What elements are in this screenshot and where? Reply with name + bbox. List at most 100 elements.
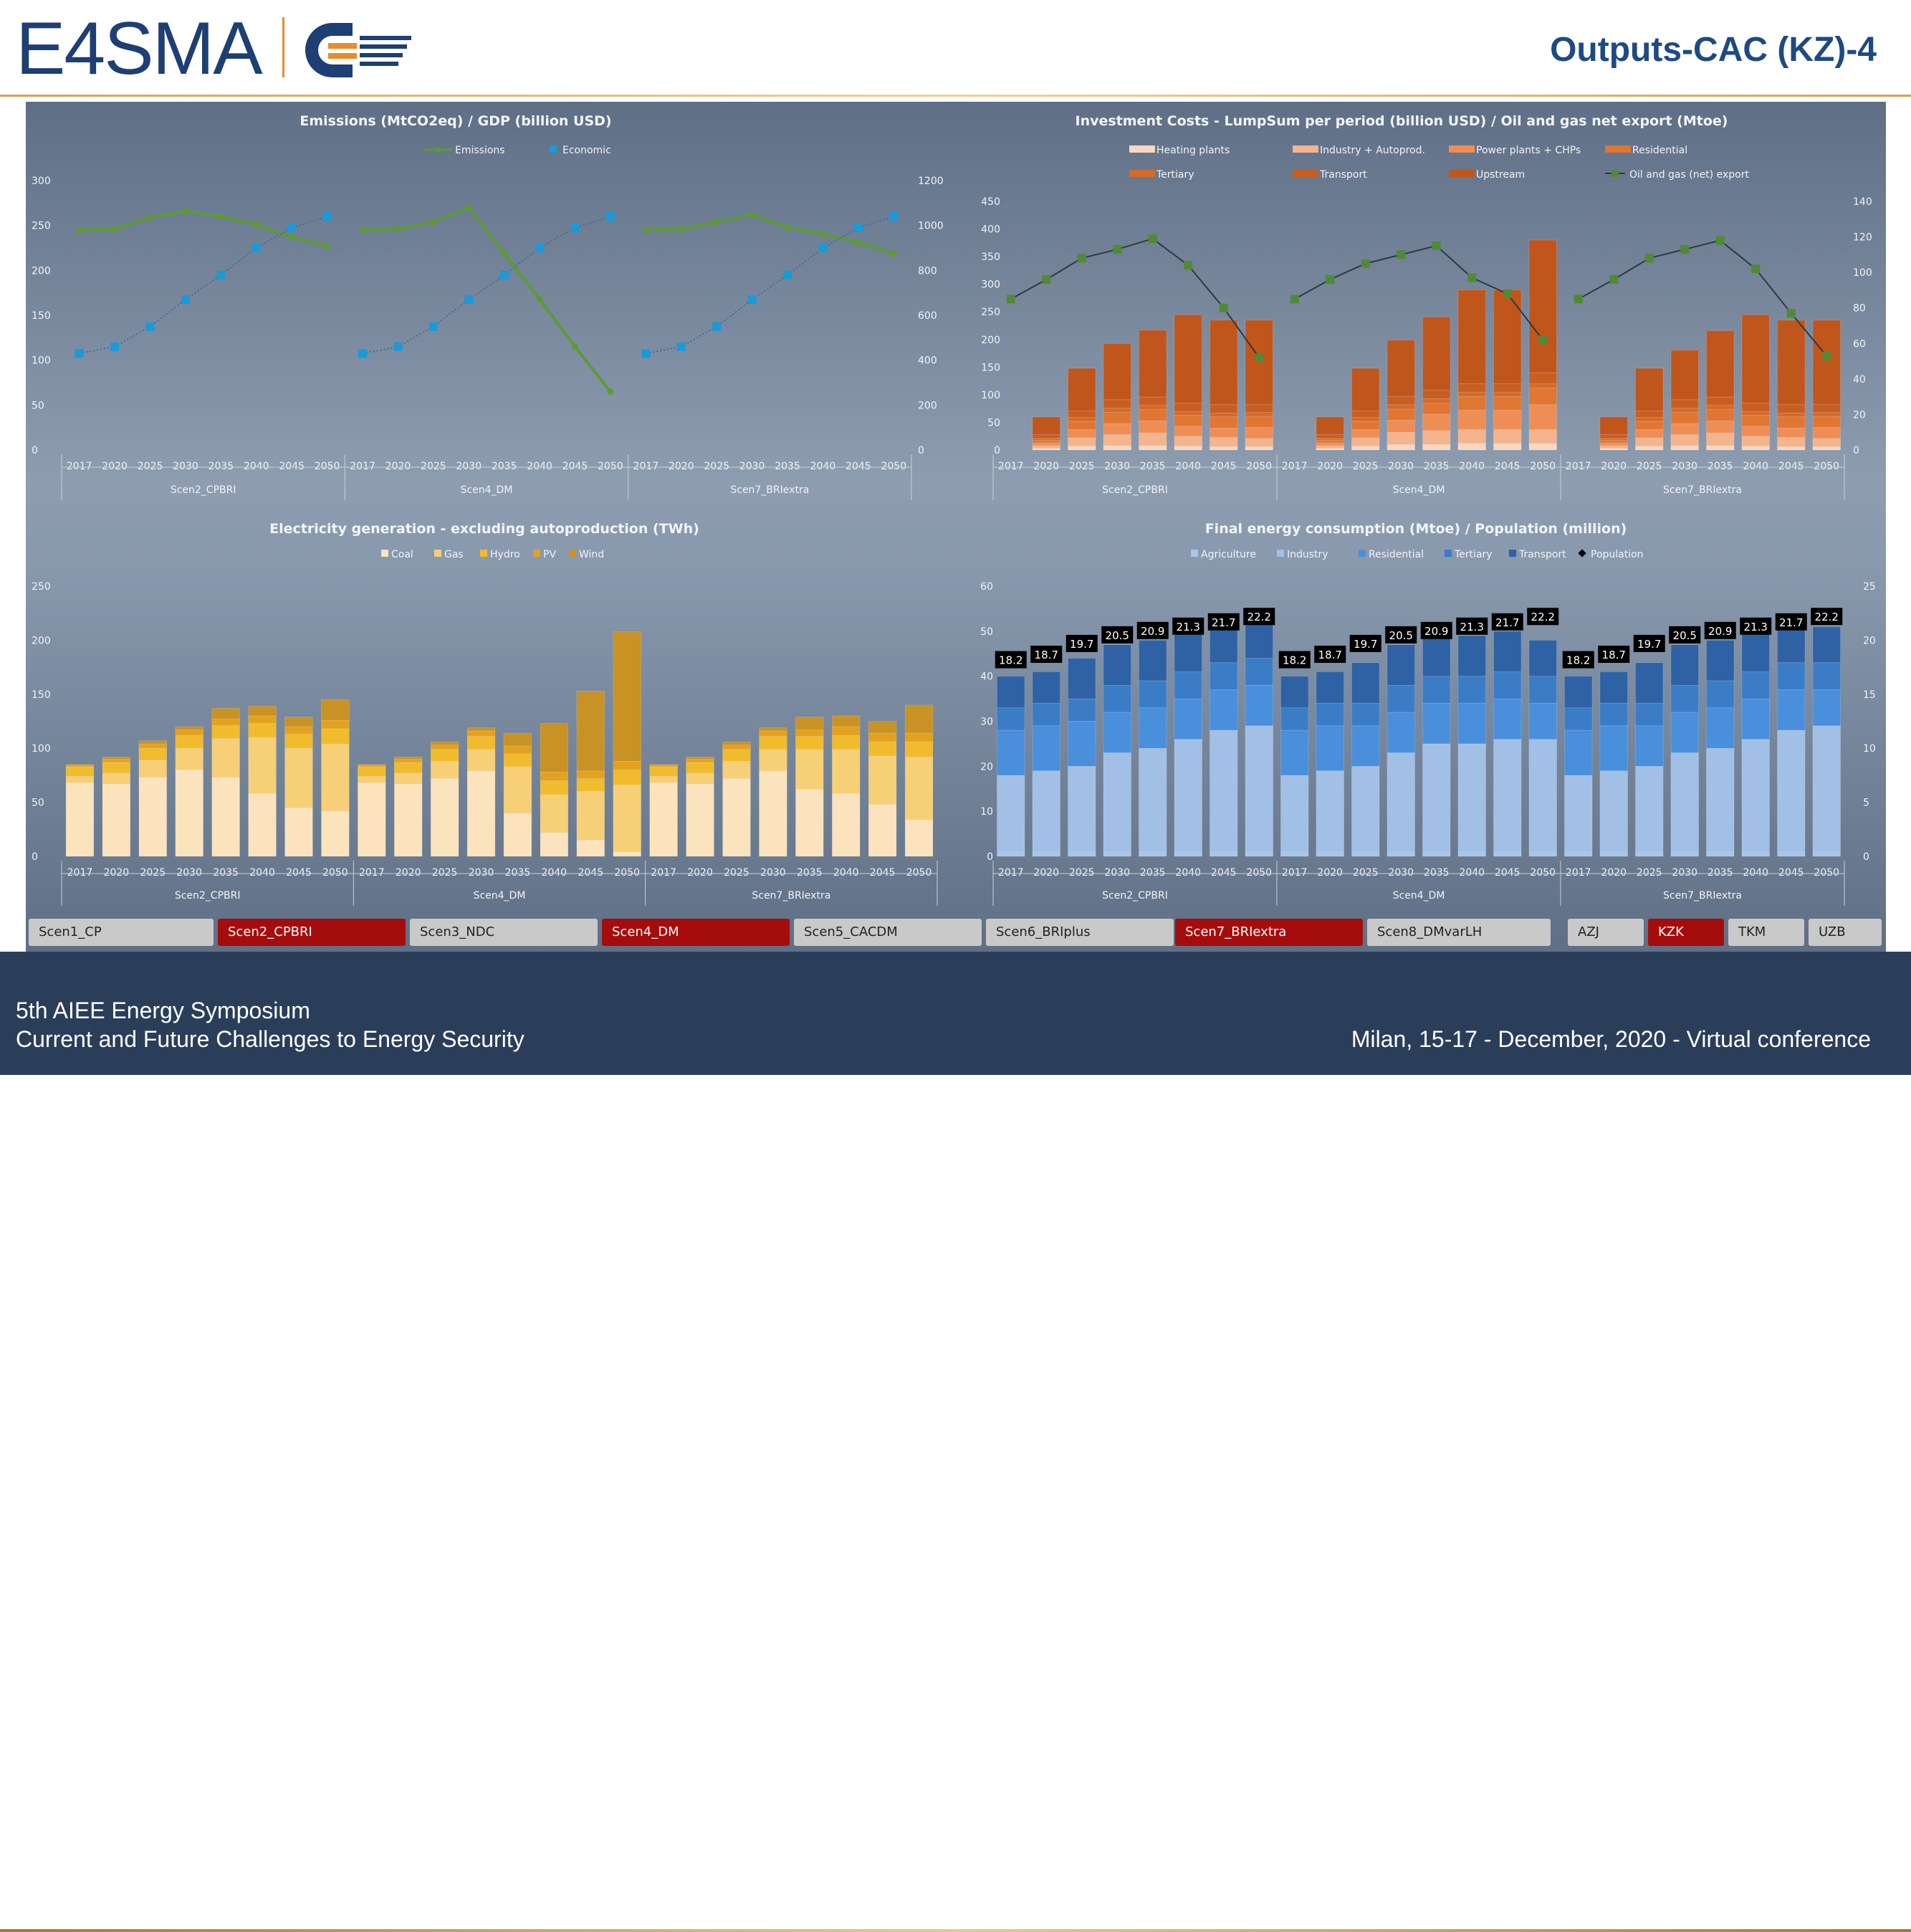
population-label: 20.5 bbox=[1389, 629, 1413, 642]
scenario-tab-scen1-cp[interactable]: Scen1_CP bbox=[29, 919, 214, 946]
population-label: 20.5 bbox=[1673, 629, 1697, 642]
bar-segment-industry bbox=[1706, 747, 1735, 853]
footer-event-name: 5th AIEE Energy Symposium bbox=[16, 998, 310, 1023]
bar-segment-hydro bbox=[759, 736, 787, 750]
bar-segment-residential bbox=[1103, 412, 1131, 424]
emissions-gdp-chart: Emissions (MtCO2eq) / GDP (billion USD) 0… bbox=[32, 113, 944, 500]
emissions-point bbox=[642, 226, 649, 234]
oilgas-point bbox=[1077, 254, 1086, 263]
legend-swatch bbox=[1359, 550, 1366, 557]
x-tick-label: 2020 bbox=[1033, 867, 1059, 879]
population-label-box bbox=[1101, 626, 1134, 644]
electricity-generation-chart: Electricity generation - excluding autop… bbox=[32, 521, 938, 906]
x-tick-label: 2035 bbox=[209, 461, 234, 472]
bar-segment-transport bbox=[1564, 676, 1593, 708]
x-tick-label: 2045 bbox=[1211, 461, 1237, 472]
bar-segment-power-plants-chps bbox=[1139, 420, 1167, 434]
bar-segment-transport bbox=[1103, 644, 1131, 686]
bar-segment-industry bbox=[1741, 739, 1770, 853]
bar-segment-industry bbox=[1386, 752, 1415, 853]
chart-title: Investment Costs - LumpSum per period (b… bbox=[1076, 113, 1728, 129]
bar-segment-coal bbox=[868, 804, 897, 857]
bar-segment-power-plants-chps bbox=[1635, 429, 1664, 439]
legend-swatch bbox=[569, 550, 576, 557]
x-tick-label: 2035 bbox=[492, 461, 517, 472]
legend-label: Agriculture bbox=[1201, 549, 1256, 560]
bar-segment-wind bbox=[868, 721, 897, 734]
x-tick-label: 2050 bbox=[906, 867, 932, 879]
bar-segment-residential bbox=[1139, 707, 1167, 749]
bar-segment-hydro bbox=[649, 766, 678, 777]
bar-segment-gas bbox=[284, 747, 313, 808]
x-tick-label: 2040 bbox=[1175, 867, 1201, 879]
y-tick-label: 200 bbox=[981, 335, 1000, 346]
final-energy-chart: Final energy consumption (Mtoe) / Popula… bbox=[980, 521, 1876, 906]
bar-segment-hydro bbox=[503, 753, 532, 767]
legend-label: Transport bbox=[1319, 169, 1367, 181]
scenario-tab-scen7-briextra[interactable]: Scen7_BRIextra bbox=[1175, 919, 1363, 946]
bar-segment-heating-plants bbox=[1635, 446, 1664, 451]
bar-segment-gas bbox=[722, 760, 751, 779]
bar-segment-tertiary bbox=[1210, 413, 1238, 418]
scenario-tab-scen6-briplus[interactable]: Scen6_BRIplus bbox=[986, 919, 1174, 946]
x-tick-label: 2040 bbox=[1459, 867, 1485, 879]
y-tick-label: 150 bbox=[32, 310, 51, 322]
bar-segment-gas bbox=[613, 785, 641, 853]
scenario-tab-scen3-ndc[interactable]: Scen3_NDC bbox=[410, 919, 598, 946]
scenario-tab-azj[interactable]: AZJ bbox=[1568, 919, 1644, 946]
bar-segment-upstream bbox=[1812, 320, 1841, 405]
bar-segment-residential bbox=[1316, 439, 1344, 444]
x-tick-label: 2030 bbox=[1104, 867, 1130, 879]
economic-point bbox=[358, 349, 368, 358]
bar-segment-tertiary bbox=[1528, 383, 1557, 388]
bar-segment-wind bbox=[321, 699, 350, 721]
bar-segment-tertiary bbox=[1635, 417, 1664, 422]
bar-segment-power-plants-chps bbox=[1386, 420, 1415, 433]
bar-segment-power-plants-chps bbox=[1245, 427, 1273, 439]
bar-segment-residential bbox=[1068, 421, 1096, 430]
scenario-tab-kzk[interactable]: KZK bbox=[1648, 919, 1724, 946]
bar-segment-agriculture bbox=[1174, 851, 1202, 857]
bar-segment-coal bbox=[430, 778, 459, 857]
bar-segment-pv bbox=[868, 732, 897, 742]
bar-segment-coal bbox=[832, 793, 861, 857]
legend-swatch bbox=[1129, 170, 1155, 177]
oilgas-line bbox=[1294, 244, 1544, 340]
x-tick-label: 2035 bbox=[1140, 461, 1166, 472]
x-tick-label: 2030 bbox=[456, 461, 482, 472]
bar-segment-pv bbox=[832, 726, 861, 736]
scenario-tab-scen4-dm[interactable]: Scen4_DM bbox=[602, 919, 790, 946]
legend-label: Power plants + CHPs bbox=[1476, 145, 1581, 156]
bar-segment-agriculture bbox=[1032, 851, 1060, 857]
y2-tick-label: 20 bbox=[1853, 409, 1866, 421]
bar-segment-hydro bbox=[686, 762, 714, 774]
x-tick-label: 2045 bbox=[286, 867, 312, 879]
bar-segment-tertiary bbox=[1245, 658, 1273, 686]
bar-segment-power-plants-chps bbox=[1068, 429, 1096, 439]
bar-segment-coal bbox=[65, 783, 95, 857]
bar-segment-residential bbox=[1812, 689, 1841, 727]
scenario-tab-scen5-cacdm[interactable]: Scen5_CACDM bbox=[794, 919, 982, 946]
scenario-tab-tkm[interactable]: TKM bbox=[1728, 919, 1804, 946]
scenario-tab-uzb[interactable]: UZB bbox=[1809, 919, 1882, 946]
scenario-tab-scen2-cpbri[interactable]: Scen2_CPBRI bbox=[218, 919, 406, 946]
scenario-tab-scen8-dmvarlh[interactable]: Scen8_DMvarLH bbox=[1367, 919, 1551, 946]
bar-segment-transport bbox=[1741, 631, 1770, 672]
emissions-point bbox=[749, 211, 756, 219]
bar-segment-agriculture bbox=[1139, 851, 1167, 857]
population-label: 20.9 bbox=[1424, 625, 1448, 638]
oilgas-point bbox=[1006, 295, 1015, 304]
bar-segment-industry bbox=[1174, 739, 1202, 853]
oilgas-line bbox=[1010, 237, 1260, 358]
bar-segment-transport bbox=[1316, 434, 1344, 439]
population-label-box bbox=[1669, 626, 1701, 644]
bar-segment-upstream bbox=[1210, 320, 1238, 406]
oilgas-point bbox=[1255, 353, 1264, 363]
bar-segment-gas bbox=[904, 756, 934, 821]
bar-segment-industry-autoprod- bbox=[1068, 437, 1096, 446]
legend-label: Oil and gas (net) export bbox=[1629, 169, 1749, 181]
emissions-point bbox=[465, 204, 472, 211]
bar-segment-agriculture bbox=[1386, 851, 1415, 857]
bar-segment-transport bbox=[1422, 635, 1451, 676]
x-tick-label: 2045 bbox=[1495, 461, 1520, 472]
